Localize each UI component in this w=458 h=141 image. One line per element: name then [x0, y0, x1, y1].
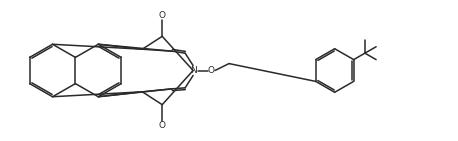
Text: N: N: [190, 66, 196, 75]
Text: O: O: [159, 11, 166, 20]
Text: O: O: [159, 121, 166, 130]
Text: O: O: [207, 66, 214, 75]
